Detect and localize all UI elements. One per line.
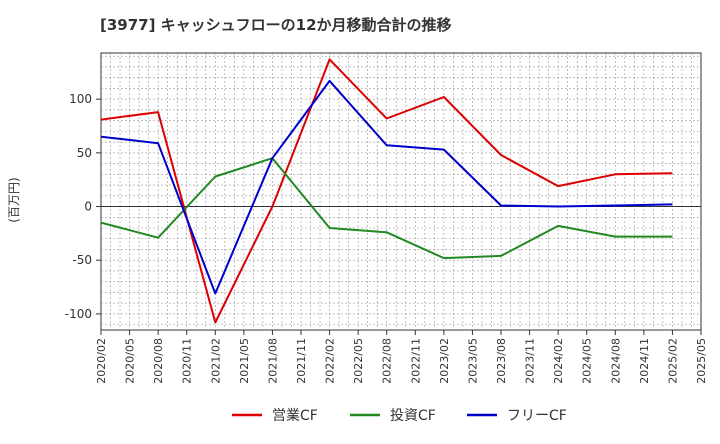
x-tick-label: 2020/02 [95,338,108,384]
x-tick-label: 2024/02 [552,338,565,384]
x-tick-label: 2021/11 [295,338,308,384]
x-tick-label: 2024/08 [609,338,622,384]
y-tick-label: -100 [65,307,92,321]
y-tick-label: 0 [84,200,92,214]
x-tick-label: 2025/05 [695,338,708,384]
legend-label: 投資CF [390,408,436,424]
y-tick-label: 100 [69,92,92,106]
legend: 営業CF 投資CF フリーCF [232,408,567,424]
series-line [100,157,673,260]
y-tick-label: -50 [72,253,92,267]
series-layer [100,58,673,324]
x-tick-label: 2022/11 [409,338,422,384]
chart-title: [3977] キャッシュフローの12か月移動合計の推移 [100,16,452,34]
x-tick-label: 2025/02 [666,338,679,384]
x-tick-label: 2021/02 [209,338,222,384]
legend-label: 営業CF [272,408,318,424]
x-tick-label: 2021/05 [238,338,251,384]
x-tick-label: 2023/11 [524,338,537,384]
axis-layer: -100 -50 0 50 100 2020/02 2020/05 2020/08 2020/1… [65,92,708,384]
grid-layer [100,52,702,331]
x-tick-label: 2023/08 [495,338,508,384]
x-tick-label: 2022/05 [352,338,365,384]
x-tick-label: 2023/05 [466,338,479,384]
y-tick-label: 50 [77,146,92,160]
legend-label: フリーCF [507,408,567,424]
plot-area [100,52,702,331]
series-line [100,79,673,295]
x-tick-label: 2023/02 [438,338,451,384]
x-tick-label: 2020/05 [124,338,137,384]
x-tick-label: 2022/02 [324,338,337,384]
x-tick-label: 2020/11 [181,338,194,384]
x-tick-label: 2021/08 [266,338,279,384]
x-tick-label: 2024/11 [638,338,651,384]
x-tick-label: 2024/05 [581,338,594,384]
series-line [100,58,673,324]
x-tick-label: 2020/08 [152,338,165,384]
y-axis-label: (百万円) [7,177,21,222]
x-tick-label: 2022/08 [381,338,394,384]
